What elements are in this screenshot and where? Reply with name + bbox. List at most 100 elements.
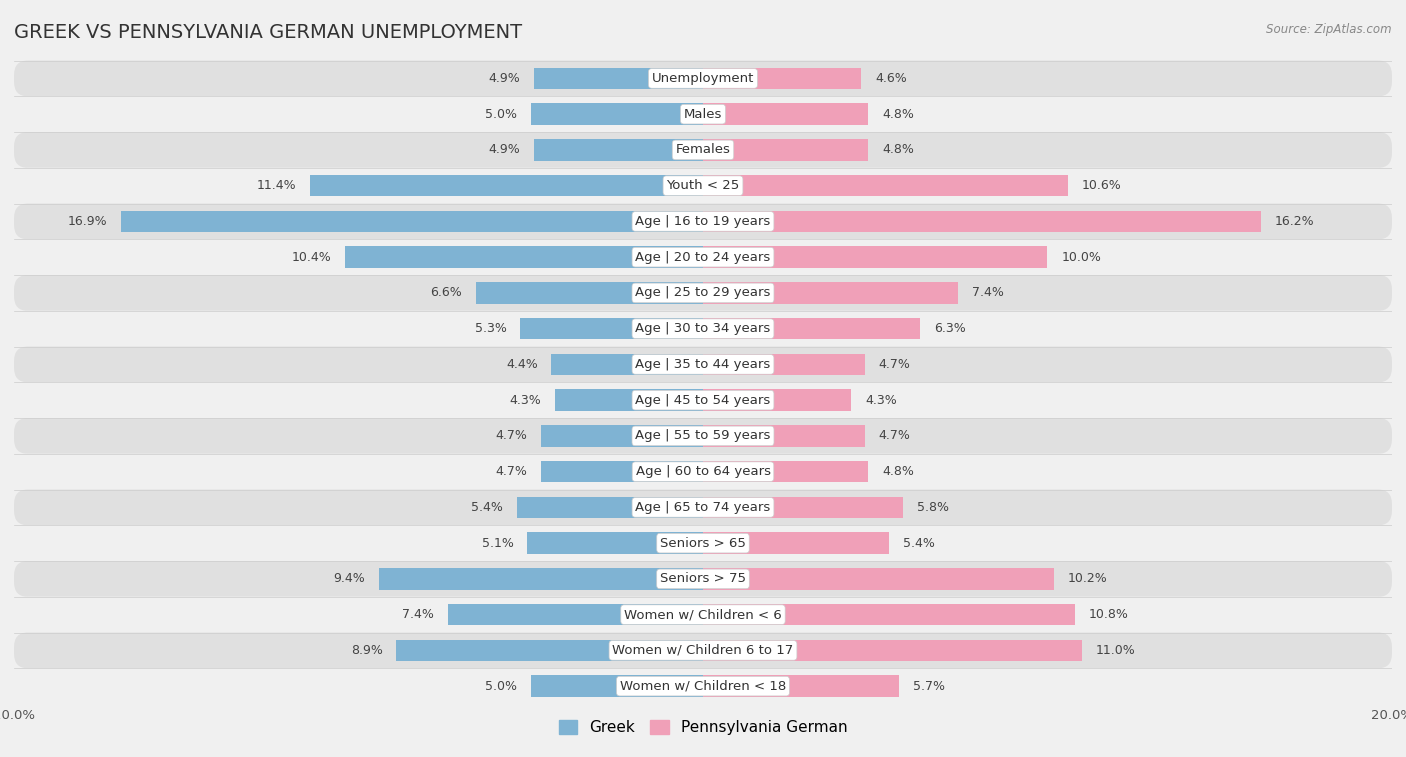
Bar [121, 210, 703, 232]
Text: Women w/ Children < 18: Women w/ Children < 18 [620, 680, 786, 693]
Bar [703, 67, 862, 89]
Text: Women w/ Children < 6: Women w/ Children < 6 [624, 608, 782, 621]
Bar [534, 67, 703, 89]
Bar [703, 318, 920, 339]
Text: 4.9%: 4.9% [489, 143, 520, 157]
Text: 4.7%: 4.7% [879, 429, 911, 442]
Text: Age | 65 to 74 years: Age | 65 to 74 years [636, 501, 770, 514]
Text: Youth < 25: Youth < 25 [666, 179, 740, 192]
FancyBboxPatch shape [14, 239, 1392, 275]
Text: Seniors > 75: Seniors > 75 [659, 572, 747, 585]
Text: Age | 20 to 24 years: Age | 20 to 24 years [636, 251, 770, 263]
Text: Women w/ Children 6 to 17: Women w/ Children 6 to 17 [613, 644, 793, 657]
Text: 7.4%: 7.4% [402, 608, 434, 621]
FancyBboxPatch shape [14, 132, 1392, 168]
FancyBboxPatch shape [14, 561, 1392, 597]
FancyBboxPatch shape [14, 418, 1392, 453]
Bar [703, 210, 1261, 232]
Bar [703, 604, 1076, 625]
FancyBboxPatch shape [14, 453, 1392, 490]
FancyBboxPatch shape [14, 168, 1392, 204]
Text: 5.0%: 5.0% [485, 107, 517, 120]
Bar [703, 569, 1054, 590]
Text: 5.7%: 5.7% [912, 680, 945, 693]
Text: Age | 16 to 19 years: Age | 16 to 19 years [636, 215, 770, 228]
Bar [703, 461, 869, 482]
Bar [449, 604, 703, 625]
Bar [380, 569, 703, 590]
Bar [517, 497, 703, 518]
FancyBboxPatch shape [14, 311, 1392, 347]
Text: Males: Males [683, 107, 723, 120]
Text: 4.8%: 4.8% [882, 465, 914, 478]
Text: Age | 25 to 29 years: Age | 25 to 29 years [636, 286, 770, 300]
FancyBboxPatch shape [14, 525, 1392, 561]
Text: Females: Females [675, 143, 731, 157]
Text: 5.4%: 5.4% [903, 537, 935, 550]
Bar [703, 640, 1083, 661]
FancyBboxPatch shape [14, 275, 1392, 311]
Bar [703, 425, 865, 447]
Bar [703, 104, 869, 125]
Bar [703, 139, 869, 160]
FancyBboxPatch shape [14, 347, 1392, 382]
Text: 10.6%: 10.6% [1083, 179, 1122, 192]
Text: Source: ZipAtlas.com: Source: ZipAtlas.com [1267, 23, 1392, 36]
FancyBboxPatch shape [14, 96, 1392, 132]
Text: 9.4%: 9.4% [333, 572, 366, 585]
Bar [703, 497, 903, 518]
Text: 5.3%: 5.3% [475, 322, 506, 335]
FancyBboxPatch shape [14, 382, 1392, 418]
Text: 11.4%: 11.4% [257, 179, 297, 192]
Text: 4.7%: 4.7% [495, 429, 527, 442]
Bar [541, 425, 703, 447]
Text: Unemployment: Unemployment [652, 72, 754, 85]
Text: 10.8%: 10.8% [1088, 608, 1129, 621]
Text: Age | 55 to 59 years: Age | 55 to 59 years [636, 429, 770, 442]
Bar [703, 175, 1069, 196]
Bar [520, 318, 703, 339]
Bar [703, 354, 865, 375]
FancyBboxPatch shape [14, 204, 1392, 239]
Text: 4.7%: 4.7% [495, 465, 527, 478]
Text: Seniors > 65: Seniors > 65 [659, 537, 747, 550]
Bar [551, 354, 703, 375]
Bar [531, 675, 703, 697]
Text: 5.1%: 5.1% [482, 537, 513, 550]
Text: 11.0%: 11.0% [1095, 644, 1136, 657]
Bar [703, 532, 889, 554]
Text: 4.8%: 4.8% [882, 143, 914, 157]
Text: Age | 35 to 44 years: Age | 35 to 44 years [636, 358, 770, 371]
Bar [311, 175, 703, 196]
FancyBboxPatch shape [14, 597, 1392, 633]
Text: 6.6%: 6.6% [430, 286, 461, 300]
Text: 10.2%: 10.2% [1069, 572, 1108, 585]
Text: 10.0%: 10.0% [1062, 251, 1101, 263]
FancyBboxPatch shape [14, 61, 1392, 96]
Text: Age | 45 to 54 years: Age | 45 to 54 years [636, 394, 770, 407]
Bar [531, 104, 703, 125]
Bar [396, 640, 703, 661]
Text: 6.3%: 6.3% [934, 322, 966, 335]
Text: 4.9%: 4.9% [489, 72, 520, 85]
Bar [527, 532, 703, 554]
Text: Age | 60 to 64 years: Age | 60 to 64 years [636, 465, 770, 478]
Bar [344, 247, 703, 268]
Text: 5.0%: 5.0% [485, 680, 517, 693]
Bar [541, 461, 703, 482]
Bar [703, 247, 1047, 268]
FancyBboxPatch shape [14, 633, 1392, 668]
Bar [475, 282, 703, 304]
FancyBboxPatch shape [14, 668, 1392, 704]
Legend: Greek, Pennsylvania German: Greek, Pennsylvania German [553, 714, 853, 741]
Text: 16.9%: 16.9% [67, 215, 107, 228]
Text: 4.3%: 4.3% [865, 394, 897, 407]
Text: 4.8%: 4.8% [882, 107, 914, 120]
Bar [555, 389, 703, 411]
Bar [534, 139, 703, 160]
Text: 4.3%: 4.3% [509, 394, 541, 407]
FancyBboxPatch shape [14, 490, 1392, 525]
Bar [703, 282, 957, 304]
Text: 16.2%: 16.2% [1275, 215, 1315, 228]
Bar [703, 389, 851, 411]
